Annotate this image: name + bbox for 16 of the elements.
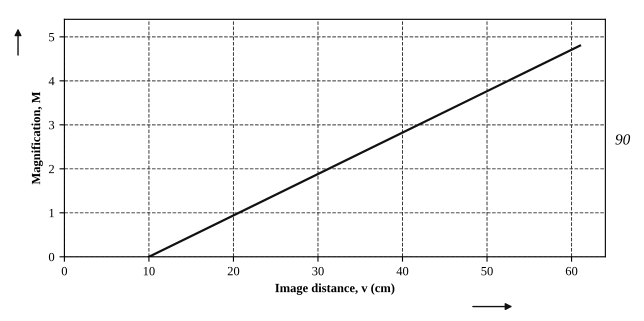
x-tick-label: 30 xyxy=(312,266,324,276)
x-tick-label: 20 xyxy=(228,266,240,276)
x-axis-title: Image distance, v (cm) xyxy=(275,283,394,295)
y-tick-label: 5 xyxy=(49,33,54,42)
y-tick-label: 4 xyxy=(48,76,54,86)
x-tick-label: 0 xyxy=(62,266,68,276)
x-tick-label: 40 xyxy=(396,266,408,276)
y-axis-title: Magnification, M xyxy=(31,92,43,184)
x-tick-label: 10 xyxy=(144,266,155,276)
y-tick-label: 0 xyxy=(48,252,54,262)
x-tick-label: 50 xyxy=(482,266,493,276)
x-tick-label: 60 xyxy=(566,266,578,276)
y-tick-label: 2 xyxy=(48,164,54,174)
text: 90 xyxy=(615,134,630,145)
y-tick-label: 1 xyxy=(50,208,54,218)
y-tick-label: 3 xyxy=(49,120,54,130)
